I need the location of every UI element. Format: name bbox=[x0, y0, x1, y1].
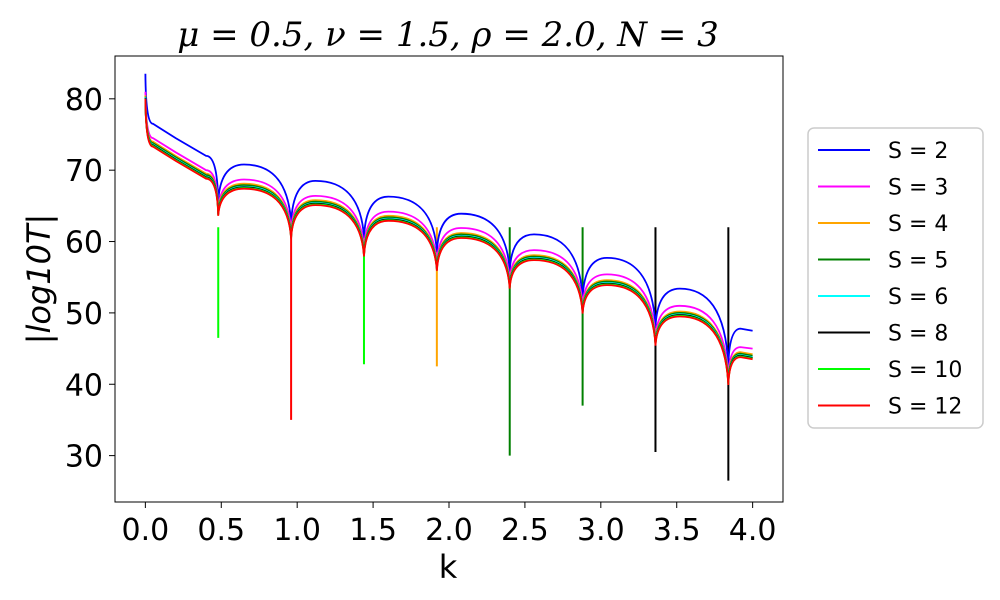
legend-label: S = 10 bbox=[888, 358, 962, 383]
chart-title: μ = 0.5, ν = 1.5, ρ = 2.0, N = 3 bbox=[177, 15, 719, 55]
series-group bbox=[144, 73, 753, 386]
y-tick-label: 40 bbox=[65, 368, 103, 403]
y-tick-label: 50 bbox=[65, 297, 103, 332]
series-line bbox=[144, 91, 753, 378]
legend-frame bbox=[807, 127, 984, 429]
legend-label: S = 2 bbox=[888, 139, 948, 164]
series-line bbox=[144, 73, 753, 367]
y-tick-label: 80 bbox=[65, 83, 103, 118]
legend-label: S = 3 bbox=[888, 176, 948, 201]
x-tick-label: 1.0 bbox=[273, 513, 321, 548]
x-tick-label: 4.0 bbox=[729, 513, 777, 548]
legend: S = 2 S = 3 S = 4 S = 5 S = 6 S = 8 S = 10 S = … bbox=[807, 127, 984, 429]
x-tick-label: 3.5 bbox=[653, 513, 701, 548]
series-line bbox=[144, 98, 753, 386]
x-tick-label: 0.5 bbox=[197, 513, 245, 548]
legend-label: S = 8 bbox=[888, 322, 948, 347]
legend-label: S = 4 bbox=[888, 212, 948, 237]
legend-label: S = 5 bbox=[888, 249, 948, 274]
y-axis-title: |log10T| bbox=[20, 214, 58, 345]
y-tick-label: 60 bbox=[65, 226, 103, 261]
legend-label: S = 6 bbox=[888, 285, 948, 310]
y-ticks: 30 40 50 60 70 80 bbox=[65, 83, 115, 475]
x-tick-label: 3.0 bbox=[577, 513, 625, 548]
x-ticks: 0.0 0.5 1.0 1.5 2.0 2.5 3.0 3.5 4.0 bbox=[122, 502, 777, 548]
y-tick-label: 30 bbox=[65, 440, 103, 475]
plot-area bbox=[114, 55, 784, 503]
legend-label: S = 12 bbox=[888, 395, 962, 420]
x-axis-title: k bbox=[439, 548, 458, 586]
x-tick-label: 2.5 bbox=[501, 513, 549, 548]
x-tick-label: 0.0 bbox=[122, 513, 170, 548]
x-tick-label: 2.0 bbox=[425, 513, 473, 548]
x-tick-label: 1.5 bbox=[349, 513, 397, 548]
y-tick-label: 70 bbox=[65, 154, 103, 189]
